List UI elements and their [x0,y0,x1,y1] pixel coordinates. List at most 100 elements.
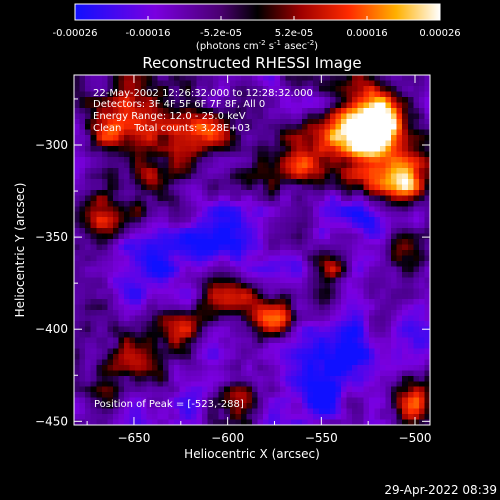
heatmap-cell [385,85,392,92]
heatmap-cell [140,397,147,404]
heatmap-cell [90,408,97,415]
heatmap-cell [235,124,242,131]
heatmap-cell [163,244,169,251]
heatmap-cell [296,392,303,399]
heatmap-cell [101,157,108,163]
heatmap-cell [90,304,97,311]
heatmap-cell [168,217,175,224]
heatmap-cell [346,80,353,87]
heatmap-cell [335,200,342,207]
heatmap-cell [368,250,375,256]
heatmap-cell [329,255,336,262]
heatmap-cell [101,178,108,185]
heatmap-cell [140,403,147,409]
heatmap-cell [246,184,253,191]
heatmap-cell [74,178,80,185]
heatmap-cell [246,386,253,393]
heatmap-cell [279,386,286,393]
heatmap-cell [135,419,142,425]
heatmap-cell [252,392,258,399]
heatmap-cell [124,250,131,256]
heatmap-cell [363,80,370,87]
heatmap-cell [257,386,264,393]
heatmap-cell [374,293,381,300]
heatmap-cell [174,370,181,377]
heatmap-cell [324,75,331,81]
heatmap-cell [213,332,220,338]
heatmap-cell [279,266,286,273]
heatmap-cell [391,200,398,207]
heatmap-cell [268,414,275,420]
heatmap-cell [391,288,398,295]
heatmap-cell [90,310,97,317]
heatmap-cell [379,419,386,425]
heatmap-cell [129,359,136,366]
heatmap-cell [274,293,281,300]
heatmap-cell [302,85,309,92]
heatmap-cell [290,370,297,377]
heatmap-cell [290,348,297,355]
heatmap-cell [74,381,80,388]
heatmap-cell [79,326,86,333]
heatmap-cell [374,310,381,317]
heatmap-cell [196,244,203,251]
heatmap-cell [302,239,309,245]
heatmap-cell [163,184,169,191]
heatmap-cell [135,228,142,234]
heatmap-cell [213,211,220,218]
heatmap-cell [201,381,208,388]
heatmap-cell [302,151,309,158]
heatmap-cell [168,408,175,415]
heatmap-cell [391,167,398,174]
heatmap-cell [163,85,169,92]
heatmap-cell [185,151,192,158]
heatmap-cell [240,403,247,409]
heatmap-cell [385,200,392,207]
heatmap-cell [385,414,392,420]
heatmap-cell [74,260,80,267]
heatmap-cell [346,129,353,136]
heatmap-cell [402,392,409,399]
heatmap-cell [385,91,392,98]
heatmap-cell [79,392,86,399]
heatmap-cell [218,277,225,284]
heatmap-cell [151,364,158,371]
heatmap-cell [112,381,119,388]
heatmap-cell [246,321,253,327]
heatmap-cell [407,348,414,355]
heatmap-cell [391,184,398,191]
heatmap-cell [379,288,386,295]
heatmap-cell [196,310,203,317]
heatmap-cell [135,217,142,224]
heatmap-cell [396,173,403,180]
heatmap-cell [318,135,325,142]
heatmap-cell [174,195,181,202]
heatmap-cell [274,288,281,295]
heatmap-cell [107,353,114,360]
heatmap-cell [146,162,153,169]
heatmap-cell [79,414,86,420]
heatmap-cell [285,233,292,240]
heatmap-cell [240,96,247,103]
heatmap-cell [302,282,309,289]
heatmap-cell [329,151,336,158]
heatmap-cell [418,91,425,98]
heatmap-cell [313,140,320,147]
heatmap-cell [279,293,286,300]
heatmap-cell [118,250,125,256]
heatmap-cell [135,353,142,360]
heatmap-cell [335,370,342,377]
heatmap-cell [246,348,253,355]
heatmap-cell [174,129,181,136]
heatmap-cell [329,403,336,409]
heatmap-cell [96,206,103,213]
heatmap-cell [329,419,336,425]
heatmap-cell [307,386,314,393]
heatmap-cell [185,96,192,103]
heatmap-cell [318,211,325,218]
heatmap-cell [90,326,97,333]
heatmap-cell [352,364,359,371]
heatmap-cell [229,157,236,163]
heatmap-cell [324,419,331,425]
heatmap-cell [363,162,370,169]
